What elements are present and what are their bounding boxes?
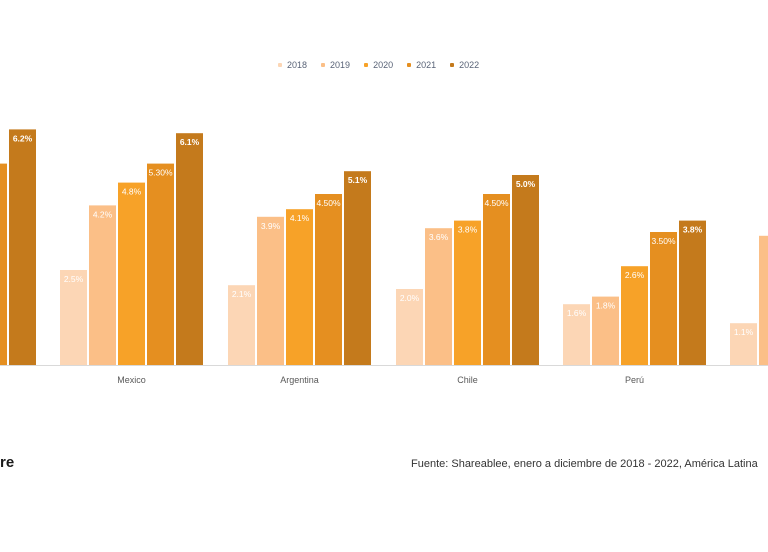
legend-swatch	[450, 63, 455, 67]
data-label: 1.6%	[567, 308, 587, 318]
data-label: 3.8%	[683, 225, 703, 235]
legend-label: 2020	[373, 60, 394, 70]
legend-swatch	[278, 63, 282, 67]
bar-2020-mexico	[118, 182, 145, 365]
bar-2018-perú	[563, 304, 590, 365]
bar-2018-group-5	[730, 323, 757, 365]
category-label: Chile	[457, 375, 478, 385]
bar-2021-argentina	[315, 194, 342, 365]
bar-2019-chile	[425, 228, 452, 365]
legend-label: 2018	[287, 60, 308, 70]
legend-label: 2021	[416, 60, 437, 70]
data-label: 4.50%	[484, 198, 509, 208]
data-label: 1.8%	[596, 301, 616, 311]
bar-2020-argentina	[286, 209, 313, 365]
bar-2019-group-5	[759, 235, 768, 365]
category-label: Mexico	[117, 375, 146, 385]
legend-item-2020: 2020	[364, 60, 393, 70]
data-label: 5.0%	[516, 179, 536, 189]
data-label: 3.50%	[651, 236, 676, 246]
bar-2022-mexico	[176, 133, 203, 365]
legend-swatch	[321, 63, 326, 67]
legend-item-2022: 2022	[450, 60, 479, 70]
bar-2022-chile	[512, 175, 539, 365]
bar-2021-chile	[483, 194, 510, 365]
data-label: 2.0%	[400, 293, 420, 303]
data-label: 6.2%	[13, 133, 33, 143]
data-label: 3.8%	[458, 225, 478, 235]
legend: 2018 2019 2020 2021 2022	[278, 58, 479, 72]
bar-2018-mexico	[60, 270, 87, 365]
data-label: 3.9%	[261, 221, 281, 231]
bar-2019-mexico	[89, 205, 116, 365]
data-label: 4.50%	[316, 198, 341, 208]
data-label: 5.30%	[148, 168, 173, 178]
legend-swatch	[407, 63, 412, 67]
data-label: 4.8%	[122, 187, 142, 197]
category-label: Argentina	[280, 375, 319, 385]
data-label: 2.1%	[232, 289, 252, 299]
bar-2020-chile	[454, 220, 481, 365]
data-label: 4.2%	[93, 209, 113, 219]
bar-2019-argentina	[257, 216, 284, 365]
legend-item-2021: 2021	[407, 60, 436, 70]
legend-label: 2019	[330, 60, 351, 70]
bar-2022-perú	[679, 220, 706, 365]
legend-label: 2022	[459, 60, 480, 70]
bar-2021-group-0	[0, 163, 7, 365]
data-label: 3.6%	[429, 232, 449, 242]
data-label: 5.1%	[348, 175, 368, 185]
bar-2021-perú	[650, 232, 677, 365]
legend-item-2019: 2019	[321, 60, 350, 70]
bar-2021-mexico	[147, 163, 174, 365]
bar-2022-argentina	[344, 171, 371, 365]
source-note: Fuente: Shareablee, enero a diciembre de…	[411, 458, 758, 470]
legend-swatch	[364, 63, 369, 67]
bar-2022-group-0	[9, 129, 36, 365]
legend-item-2018: 2018	[278, 60, 307, 70]
data-label: 1.1%	[734, 327, 754, 337]
bar-2018-argentina	[228, 285, 255, 365]
bar-2020-perú	[621, 266, 648, 365]
category-label: Perú	[625, 375, 644, 385]
logo-fragment: re	[0, 454, 15, 471]
data-label: 2.6%	[625, 270, 645, 280]
data-label: 6.1%	[180, 137, 200, 147]
data-label: 2.5%	[64, 274, 84, 284]
bar-2019-perú	[592, 296, 619, 365]
bar-2018-chile	[396, 289, 423, 365]
data-label: 4.1%	[290, 213, 310, 223]
